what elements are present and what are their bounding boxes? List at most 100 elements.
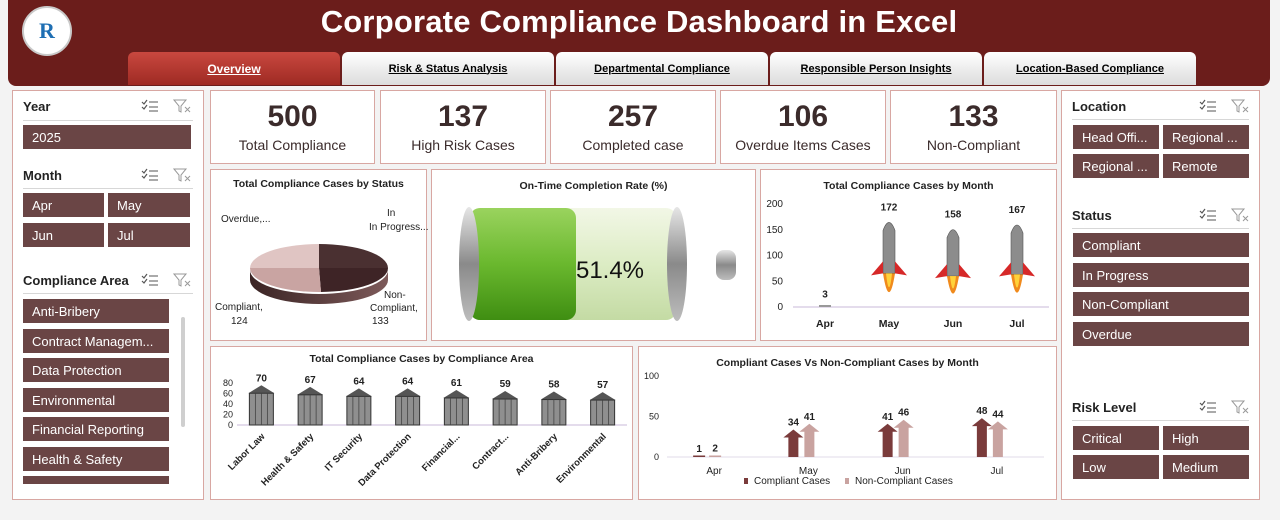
legend-swatch [744,478,748,484]
kpi-high-risk: 137 High Risk Cases [380,90,546,164]
data-label: 1 [696,444,702,455]
y-tick-label: 20 [223,410,233,420]
month-item-jun[interactable]: Jun [23,223,104,247]
y-tick-label: 50 [772,276,784,287]
risk-item[interactable]: Medium [1163,455,1249,479]
rocket-fin-right [1023,262,1035,277]
area-item[interactable]: Environmental [23,388,169,412]
year-slicer-title: Year [23,99,51,114]
x-tick-label: Jul [1009,318,1024,330]
clear-filter-icon[interactable] [173,99,191,113]
tab-risk-status[interactable]: Risk & Status Analysis [342,52,554,85]
area-item[interactable]: Health & Safety [23,447,169,471]
data-label: 67 [305,375,317,386]
month-item-apr[interactable]: Apr [23,193,104,217]
pie-label-non-compliant: Compliant, [370,303,418,314]
data-label: 64 [402,376,414,387]
status-item[interactable]: In Progress [1073,263,1249,287]
month-item-may[interactable]: May [108,193,190,217]
area-divider [23,293,193,294]
area-item-partial[interactable] [23,476,169,484]
clear-filter-icon[interactable] [173,273,191,287]
area-item[interactable]: Data Protection [23,358,169,382]
multi-select-icon[interactable] [1199,99,1217,113]
legend-swatch [845,478,849,484]
clear-filter-icon[interactable] [1231,208,1249,222]
silo-roof [540,391,567,400]
x-tick-label: Jul [990,466,1003,477]
y-tick-label: 0 [654,452,659,462]
multi-select-icon[interactable] [141,273,159,287]
risk-slicer-icons [1199,400,1249,414]
silo-roof [492,391,519,400]
data-label: 172 [881,202,898,213]
kpi-label: Completed case [582,137,684,153]
year-item[interactable]: 2025 [23,125,191,149]
kpi-label: Total Compliance [238,137,347,153]
data-label: 59 [500,379,512,390]
multi-select-icon[interactable] [141,168,159,182]
location-item[interactable]: Remote [1163,154,1249,178]
month-item-jul[interactable]: Jul [108,223,190,247]
data-label: 158 [945,210,962,221]
y-tick-label: 100 [766,251,783,262]
multi-select-icon[interactable] [1199,400,1217,414]
legend-label: Non-Compliant Cases [855,476,953,487]
clear-filter-icon[interactable] [1231,99,1249,113]
silo-roof [345,388,372,397]
clear-filter-icon[interactable] [1231,400,1249,414]
status-item[interactable]: Overdue [1073,322,1249,346]
location-item[interactable]: Regional ... [1163,125,1249,149]
logo-text: R [39,18,55,43]
tab-overview[interactable]: Overview [128,52,340,85]
kpi-total-compliance: 500 Total Compliance [210,90,375,164]
risk-item[interactable]: Low [1073,455,1159,479]
kpi-label: Overdue Items Cases [735,137,871,153]
risk-item[interactable]: Critical [1073,426,1159,450]
kpi-label: High Risk Cases [411,137,515,153]
status-item[interactable]: Non-Compliant [1073,292,1249,316]
status-item[interactable]: Compliant [1073,233,1249,257]
pie-value-non-compliant: 133 [372,316,389,327]
y-tick-label: 60 [223,389,233,399]
area-item[interactable]: Contract Managem... [23,329,169,353]
multi-select-icon[interactable] [141,99,159,113]
battery-fill [470,208,576,320]
rocket-fin-left [935,264,947,279]
risk-item[interactable]: High [1163,426,1249,450]
multi-select-icon[interactable] [1199,208,1217,222]
x-tick-label: Labor Law [226,431,268,473]
location-item[interactable]: Regional ... [1073,154,1159,178]
monthly-cases-panel: Total Compliance Cases by Month 0 50 100 15… [760,169,1057,341]
data-label: 61 [451,378,463,389]
kpi-completed: 257 Completed case [550,90,716,164]
area-item[interactable]: Anti-Bribery [23,299,169,323]
tab-location[interactable]: Location-Based Compliance [984,52,1196,85]
month-slicer-title: Month [23,168,62,183]
tab-responsible-person[interactable]: Responsible Person Insights [770,52,982,85]
data-label: 44 [992,409,1004,420]
arrow-bar [709,455,722,457]
pie-label-in-progress: In Progress... [369,222,428,233]
y-tick-label: 40 [223,399,233,409]
area-scrollbar[interactable] [181,317,185,427]
compliant-vs-noncompliant-title: Compliant Cases Vs Non-Compliant Cases b… [716,357,979,369]
legend-label: Compliant Cases [754,476,830,487]
x-tick-label: Environmental [554,431,608,485]
location-item[interactable]: Head Offi... [1073,125,1159,149]
compliant-vs-noncompliant-chart: 0 50 100 Apr 1 2 May 34 41 Jun 41 46 Jul 48 44 Complian… [644,371,1044,487]
data-label: 167 [1009,205,1026,216]
rocket-body [882,222,896,274]
rocket-flame-core [1014,274,1020,288]
arrow-bar [693,455,706,457]
area-item[interactable]: Financial Reporting [23,417,169,441]
tab-departmental[interactable]: Departmental Compliance [556,52,768,85]
tab-bar: Overview Risk & Status Analysis Departme… [128,52,1196,86]
battery-gauge: 51.4% [459,207,736,321]
pie-chart-title: Total Compliance Cases by Status [233,178,404,190]
arrow-bar [799,423,820,457]
area-slicer-icons [141,273,191,287]
clear-filter-icon[interactable] [173,168,191,182]
x-tick-label: Financial... [420,431,463,474]
